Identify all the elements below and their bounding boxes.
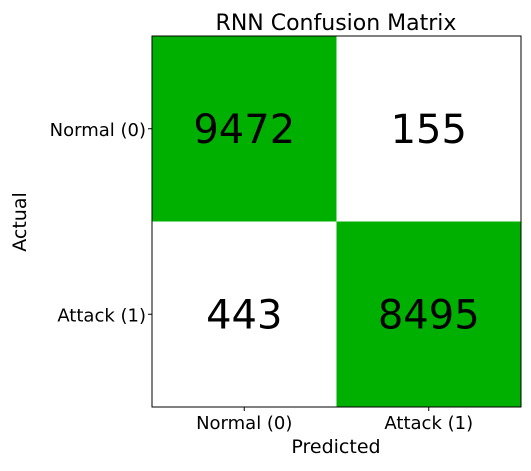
x-axis-label: Predicted	[291, 436, 380, 458]
y-tick-label: Attack (1)	[57, 305, 146, 326]
cell-value-label: 155	[391, 107, 467, 153]
y-axis-label: Actual	[9, 192, 31, 252]
x-tick-label: Attack (1)	[384, 413, 473, 434]
matrix-cells	[152, 36, 521, 407]
y-tick-label: Normal (0)	[50, 120, 146, 141]
cell-value-label: 9472	[193, 107, 295, 153]
chart-title: RNN Confusion Matrix	[216, 11, 457, 36]
x-tick-label: Normal (0)	[196, 413, 292, 434]
cell-value-label: 443	[206, 292, 282, 338]
cell-value-label: 8495	[378, 292, 480, 338]
